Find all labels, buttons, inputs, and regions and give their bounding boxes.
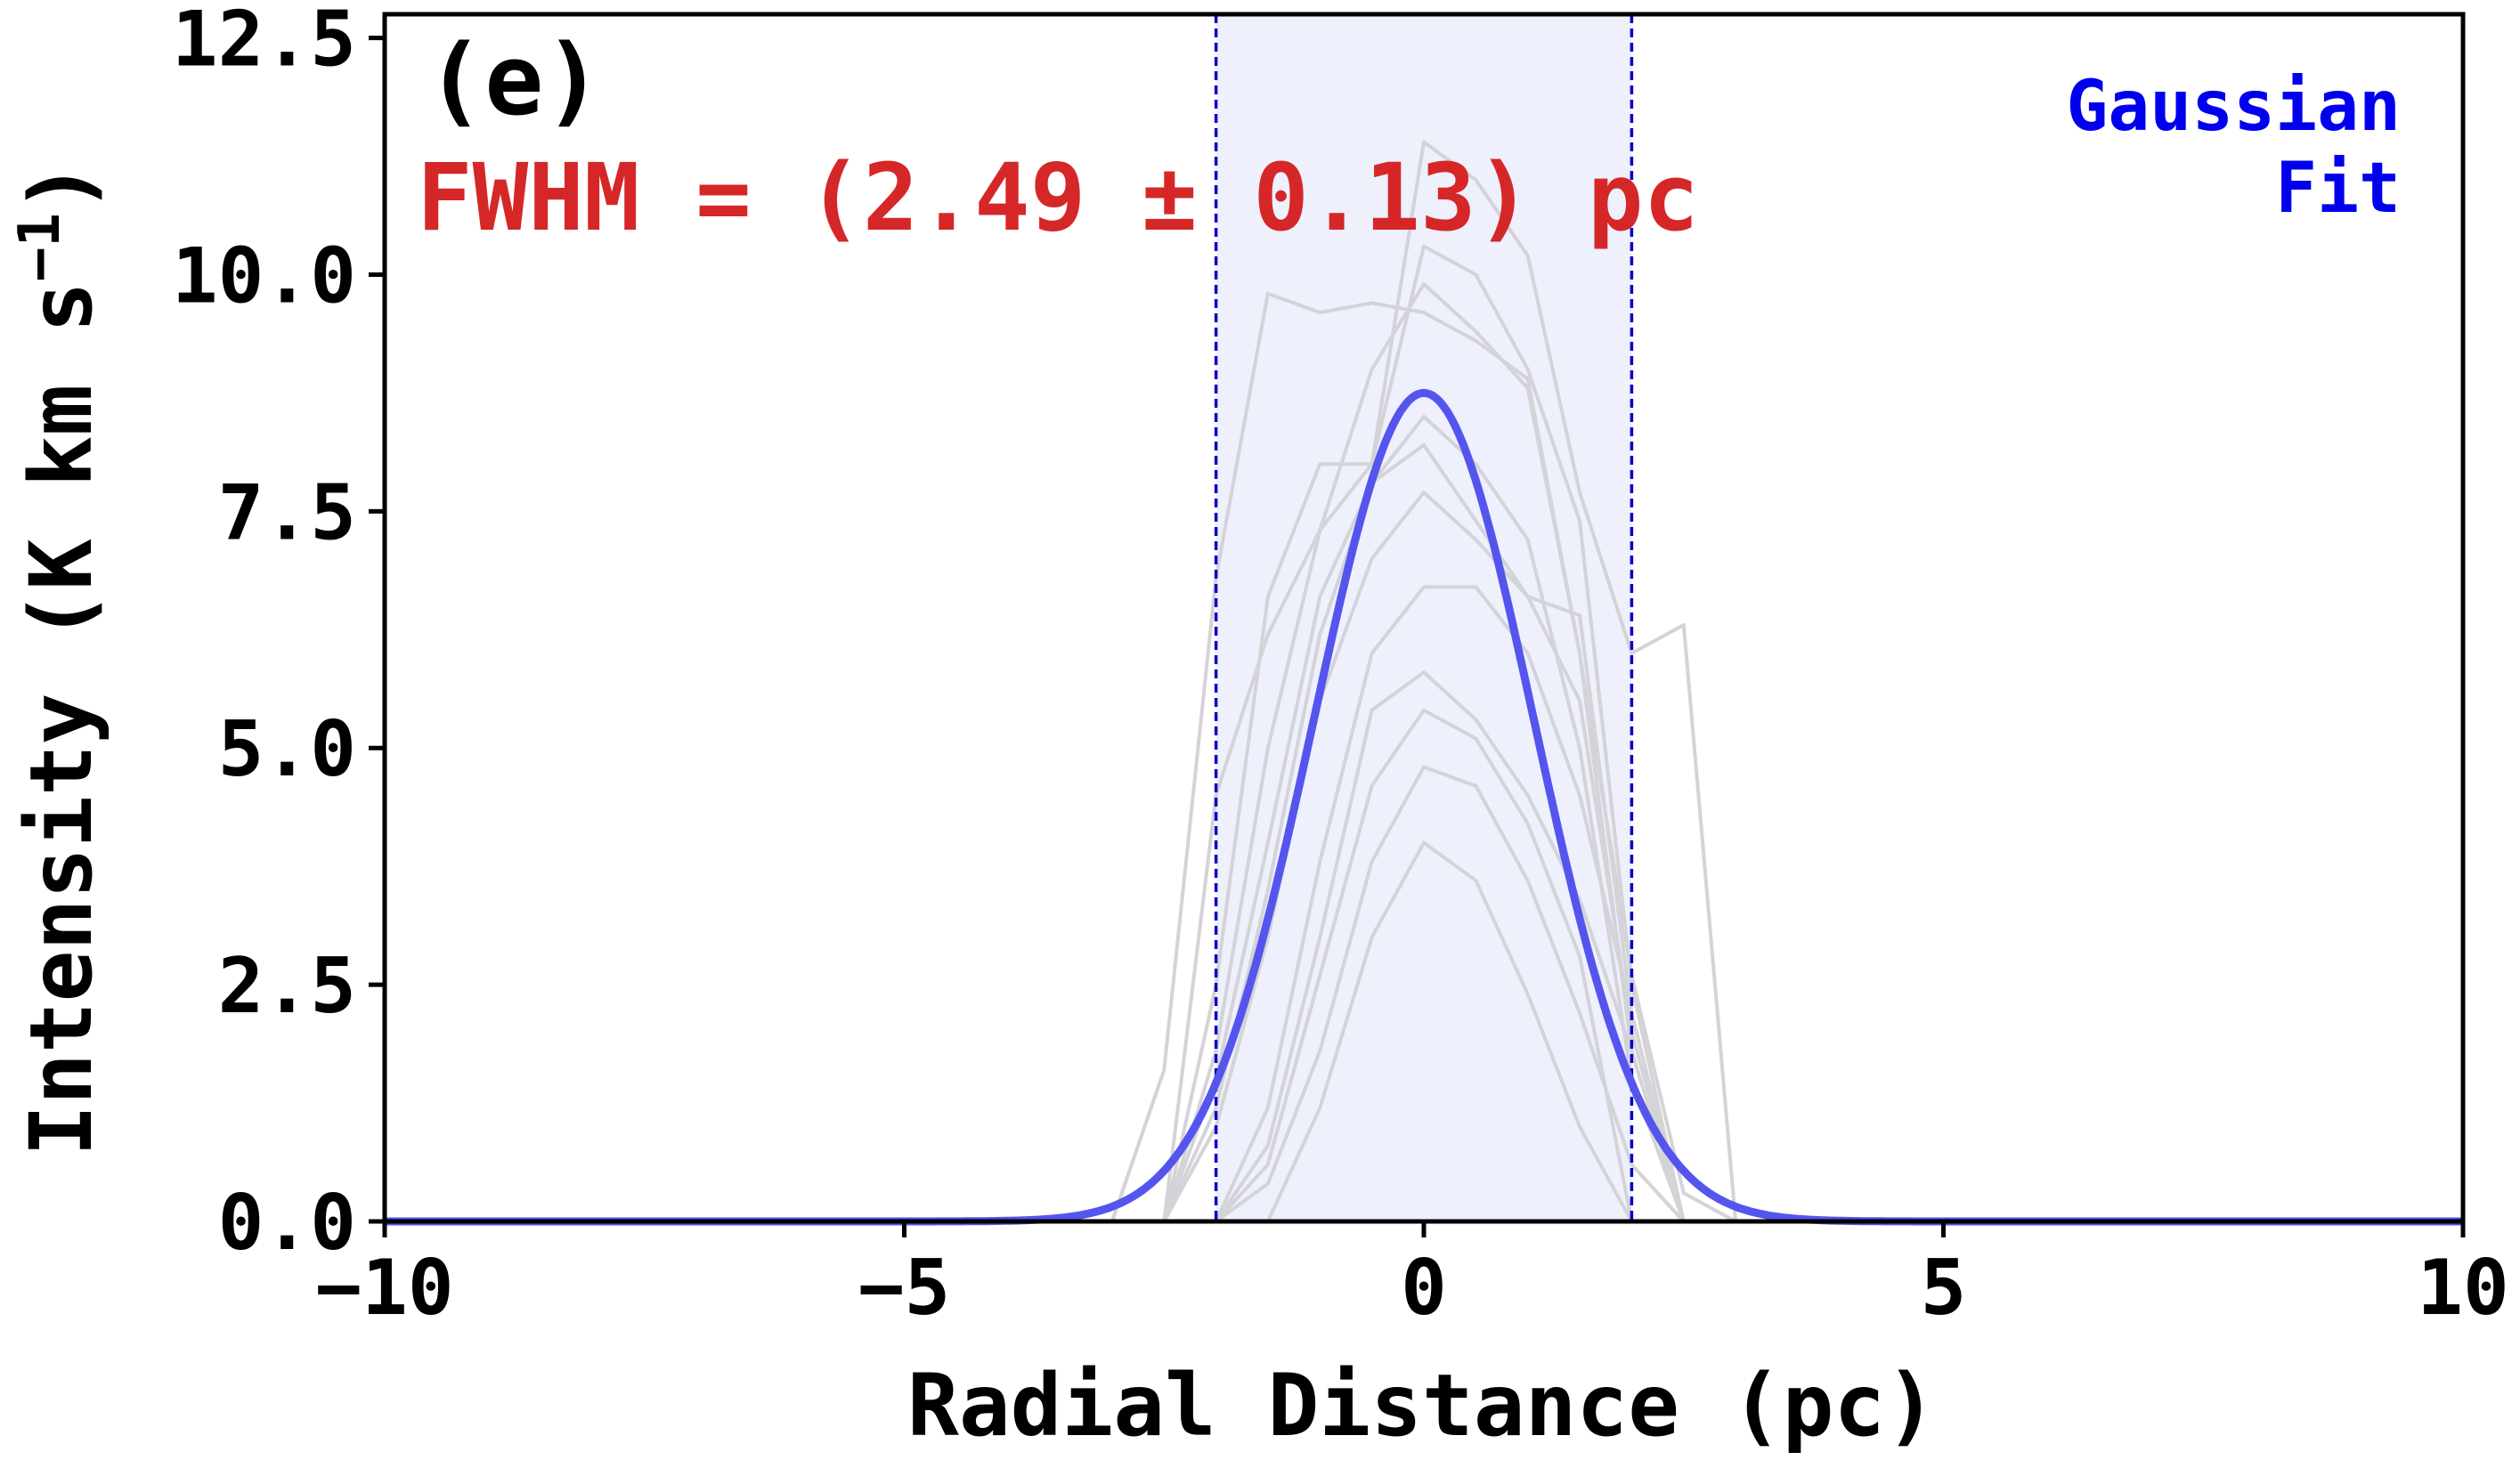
x-tick-label: −5 <box>858 1244 951 1333</box>
fwhm-annotation: FWHM = (2.49 ± 0.13) pc <box>417 143 1699 252</box>
y-tick-label: 12.5 <box>172 0 356 85</box>
profile-line-8 <box>1214 585 1686 1222</box>
x-tick-label: 5 <box>1921 1244 1967 1333</box>
y-tick-label: 0.0 <box>218 1179 356 1268</box>
x-tick-label: 10 <box>2417 1244 2509 1333</box>
profile-line-6 <box>1162 442 1686 1222</box>
y-axis-title-main: Intensity (K km s <box>12 281 111 1156</box>
profile-line-11 <box>1215 765 1686 1223</box>
vlines-group <box>1214 14 1634 1221</box>
y-tick-label: 10.0 <box>172 231 356 320</box>
x-tick-label: 0 <box>1401 1244 1447 1333</box>
y-axis-title-close: ) <box>12 161 111 213</box>
y-axis-title: Intensity (K km s−1) <box>7 161 111 1156</box>
x-tick-label: −10 <box>315 1244 453 1333</box>
profile-line-3 <box>1162 244 1686 1222</box>
legend-label-gaussian: Gaussian <box>2066 67 2401 147</box>
x-axis-title: Radial Distance (pc) <box>907 1356 1937 1456</box>
y-axis-title-sup: −1 <box>7 213 73 281</box>
profile-line-9 <box>1214 670 1686 1223</box>
legend-label-fit: Fit <box>2275 149 2401 229</box>
profile-line-10 <box>1215 708 1634 1223</box>
profile-line-12 <box>1266 840 1634 1222</box>
y-tick-label: 7.5 <box>218 468 356 557</box>
y-ticks-group: 0.0 2.5 5.0 7.5 10.0 12.5 <box>172 0 385 1268</box>
profile-line-4 <box>1162 282 1686 1222</box>
y-tick-label: 5.0 <box>218 705 356 794</box>
profile-line-5 <box>1162 415 1686 1222</box>
panel-label: (e) <box>426 23 603 137</box>
y-tick-label: 2.5 <box>218 942 356 1031</box>
profiles-group <box>1110 140 1738 1223</box>
x-ticks-group: −10 −5 0 5 10 <box>315 1221 2509 1333</box>
profile-line-7 <box>1162 491 1686 1222</box>
